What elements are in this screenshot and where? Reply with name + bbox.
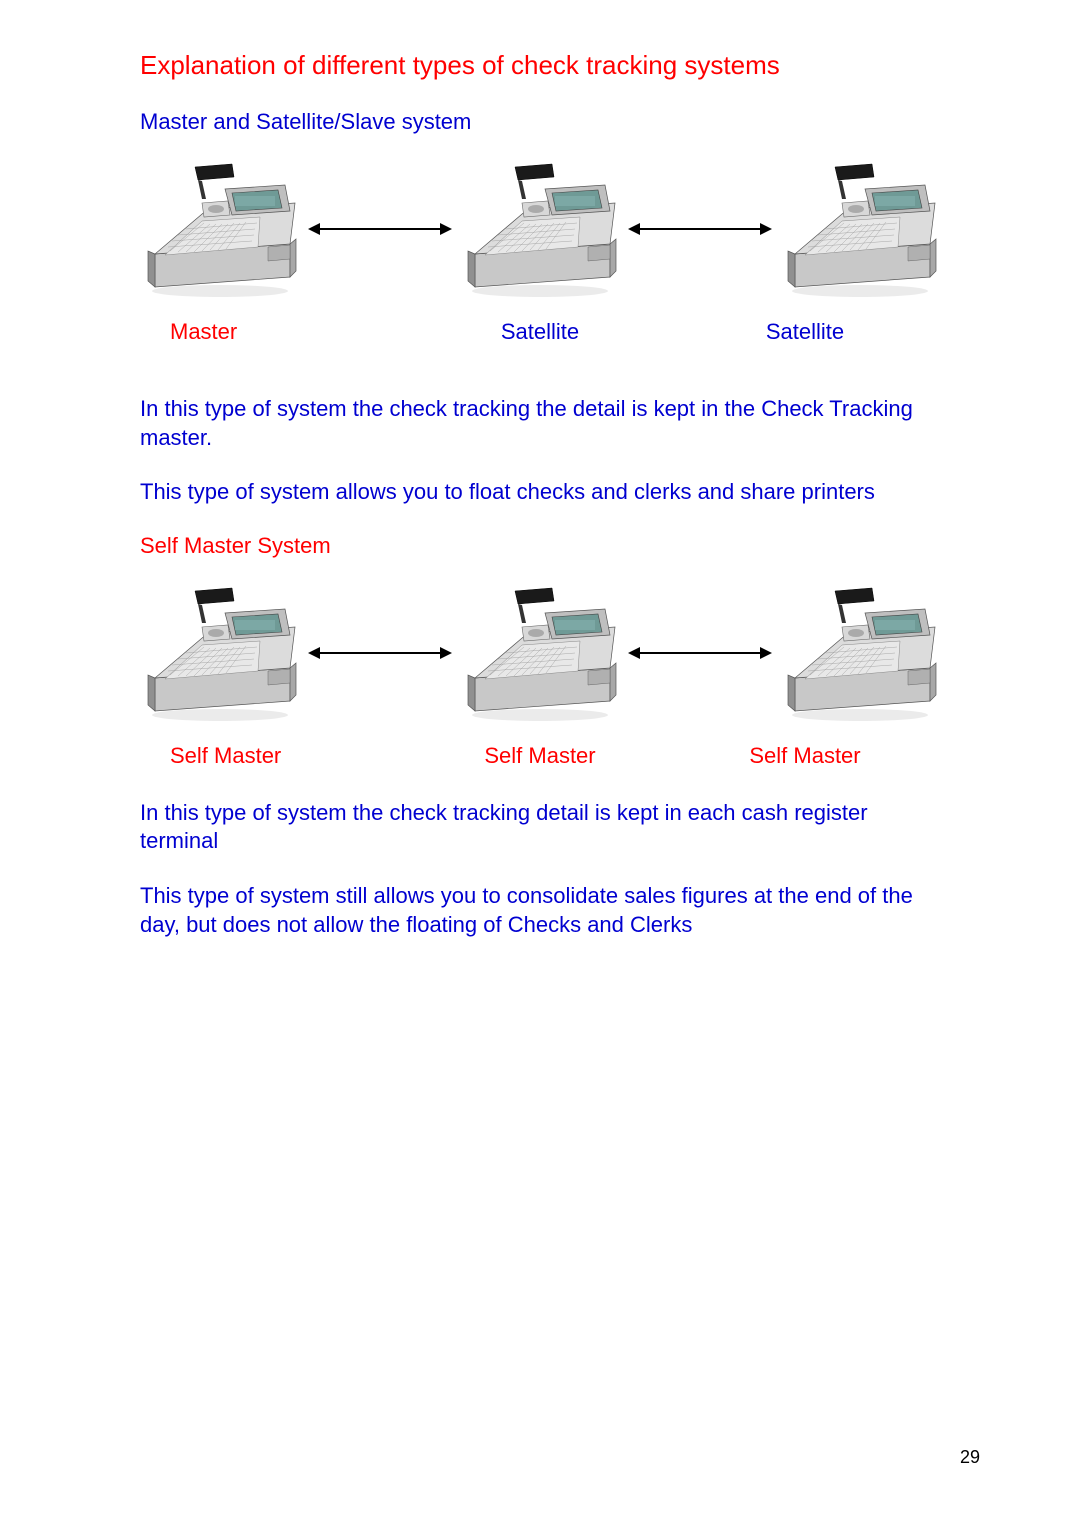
section1-labels: Master Satellite Satellite: [140, 319, 940, 345]
section2-paragraph: In this type of system the check trackin…: [140, 799, 940, 856]
cash-register-icon: [460, 159, 620, 299]
section1-paragraph: In this type of system the check trackin…: [140, 395, 940, 452]
cash-register-icon: [780, 583, 940, 723]
section1-heading: Master and Satellite/Slave system: [140, 109, 940, 135]
page-title: Explanation of different types of check …: [140, 50, 940, 81]
section2-heading: Self Master System: [140, 533, 940, 559]
bidirectional-arrow-icon: [310, 583, 450, 723]
diagram-label: Self Master: [140, 743, 400, 769]
cash-register-icon: [780, 159, 940, 299]
diagram-label: Master: [140, 319, 400, 345]
bidirectional-arrow-icon: [630, 159, 770, 299]
section2-diagram: [140, 583, 940, 723]
cash-register-icon: [140, 159, 300, 299]
bidirectional-arrow-icon: [630, 583, 770, 723]
diagram-label: Satellite: [400, 319, 680, 345]
cash-register-icon: [460, 583, 620, 723]
cash-register-icon: [140, 583, 300, 723]
page-number: 29: [960, 1447, 980, 1468]
bidirectional-arrow-icon: [310, 159, 450, 299]
diagram-label: Self Master: [680, 743, 930, 769]
section2-labels: Self Master Self Master Self Master: [140, 743, 940, 769]
diagram-label: Self Master: [400, 743, 680, 769]
section1-paragraph: This type of system allows you to float …: [140, 478, 940, 507]
section1-diagram: [140, 159, 940, 299]
diagram-label: Satellite: [680, 319, 930, 345]
section2-paragraph: This type of system still allows you to …: [140, 882, 940, 939]
